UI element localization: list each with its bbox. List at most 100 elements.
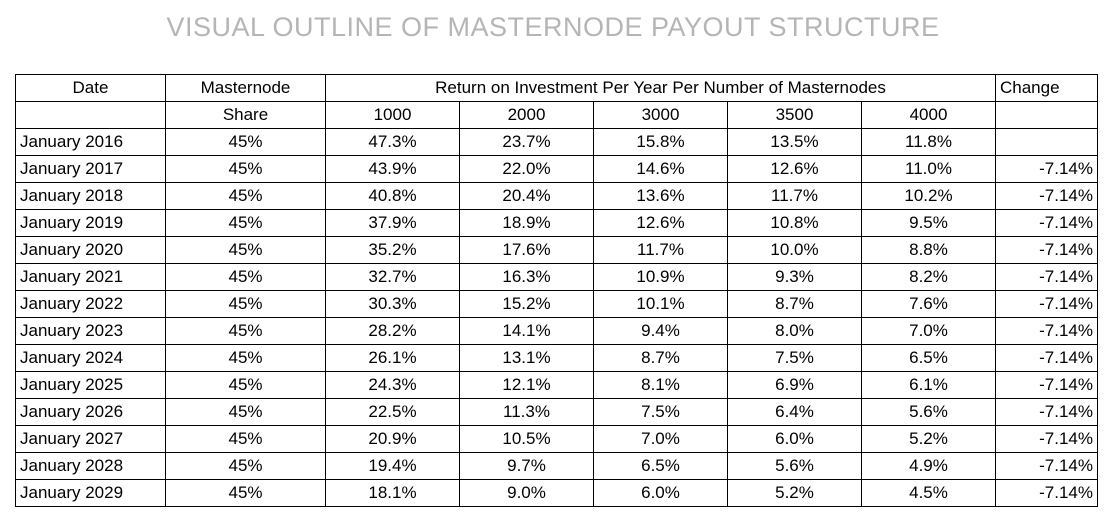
share-cell: 45% — [165, 263, 326, 291]
roi-cell: 6.5% — [593, 452, 728, 480]
roi-cell: 18.1% — [325, 479, 460, 507]
roi-cell: 26.1% — [325, 344, 460, 372]
share-cell: 45% — [165, 182, 326, 210]
share-cell: 45% — [165, 425, 326, 453]
header-roi: Return on Investment Per Year Per Number… — [325, 74, 996, 102]
date-cell: January 2026 — [15, 398, 166, 426]
change-cell: -7.14% — [995, 290, 1098, 318]
date-cell: January 2018 — [15, 182, 166, 210]
roi-cell: 40.8% — [325, 182, 460, 210]
share-cell: 45% — [165, 479, 326, 507]
roi-cell: 13.5% — [727, 128, 862, 156]
date-cell: January 2029 — [15, 479, 166, 507]
roi-cell: 14.6% — [593, 155, 728, 183]
roi-cell: 8.1% — [593, 371, 728, 399]
roi-cell: 6.1% — [861, 371, 996, 399]
header-row-1: Date Masternode Return on Investment Per… — [15, 74, 1098, 102]
roi-cell: 9.3% — [727, 263, 862, 291]
roi-cell: 19.4% — [325, 452, 460, 480]
roi-cell: 5.2% — [861, 425, 996, 453]
date-cell: January 2028 — [15, 452, 166, 480]
share-cell: 45% — [165, 155, 326, 183]
header-count-3000: 3000 — [593, 101, 728, 129]
roi-cell: 11.7% — [727, 182, 862, 210]
share-cell: 45% — [165, 344, 326, 372]
header-change: Change — [995, 74, 1098, 102]
table-row: January 2017 45% 43.9% 22.0% 14.6% 12.6% 11.0%… — [15, 155, 1098, 183]
table-row: January 2019 45% 37.9% 18.9% 12.6% 10.8% 9.5% -… — [15, 209, 1098, 237]
roi-cell: 32.7% — [325, 263, 460, 291]
roi-cell: 43.9% — [325, 155, 460, 183]
roi-cell: 35.2% — [325, 236, 460, 264]
change-cell: -7.14% — [995, 263, 1098, 291]
roi-cell: 10.0% — [727, 236, 862, 264]
roi-cell: 8.2% — [861, 263, 996, 291]
roi-cell: 17.6% — [459, 236, 594, 264]
date-cell: January 2023 — [15, 317, 166, 345]
roi-cell: 6.4% — [727, 398, 862, 426]
roi-cell: 12.6% — [593, 209, 728, 237]
roi-cell: 9.4% — [593, 317, 728, 345]
roi-cell: 7.0% — [861, 317, 996, 345]
share-cell: 45% — [165, 209, 326, 237]
table-row: January 2020 45% 35.2% 17.6% 11.7% 10.0% 8.8% -… — [15, 236, 1098, 264]
share-cell: 45% — [165, 371, 326, 399]
roi-cell: 10.9% — [593, 263, 728, 291]
share-cell: 45% — [165, 452, 326, 480]
date-cell: January 2021 — [15, 263, 166, 291]
roi-cell: 14.1% — [459, 317, 594, 345]
header-masternode: Masternode — [165, 74, 326, 102]
table-row: January 2026 45% 22.5% 11.3% 7.5% 6.4% 5.6% -7.… — [15, 398, 1098, 426]
roi-cell: 23.7% — [459, 128, 594, 156]
table-row: January 2022 45% 30.3% 15.2% 10.1% 8.7% 7.6% -7… — [15, 290, 1098, 318]
date-cell: January 2027 — [15, 425, 166, 453]
date-cell: January 2017 — [15, 155, 166, 183]
header-count-2000: 2000 — [459, 101, 594, 129]
roi-cell: 11.3% — [459, 398, 594, 426]
roi-cell: 10.5% — [459, 425, 594, 453]
roi-cell: 8.7% — [593, 344, 728, 372]
roi-cell: 5.6% — [861, 398, 996, 426]
roi-cell: 7.0% — [593, 425, 728, 453]
roi-cell: 47.3% — [325, 128, 460, 156]
roi-cell: 24.3% — [325, 371, 460, 399]
roi-cell: 13.6% — [593, 182, 728, 210]
roi-cell: 7.6% — [861, 290, 996, 318]
share-cell: 45% — [165, 317, 326, 345]
share-cell: 45% — [165, 236, 326, 264]
date-cell: January 2016 — [15, 128, 166, 156]
roi-cell: 10.8% — [727, 209, 862, 237]
change-cell: -7.14% — [995, 452, 1098, 480]
table-row: January 2021 45% 32.7% 16.3% 10.9% 9.3% 8.2% -7… — [15, 263, 1098, 291]
roi-cell: 10.1% — [593, 290, 728, 318]
roi-cell: 7.5% — [593, 398, 728, 426]
roi-cell: 30.3% — [325, 290, 460, 318]
change-cell: -7.14% — [995, 209, 1098, 237]
table-row: January 2018 45% 40.8% 20.4% 13.6% 11.7% 10.2%… — [15, 182, 1098, 210]
table-row: January 2023 45% 28.2% 14.1% 9.4% 8.0% 7.0% -7.… — [15, 317, 1098, 345]
roi-cell: 11.8% — [861, 128, 996, 156]
roi-cell: 10.2% — [861, 182, 996, 210]
roi-cell: 12.1% — [459, 371, 594, 399]
header-count-3500: 3500 — [727, 101, 862, 129]
header-count-1000: 1000 — [325, 101, 460, 129]
roi-cell: 22.0% — [459, 155, 594, 183]
table-row: January 2016 45% 47.3% 23.7% 15.8% 13.5% 11.8% — [15, 128, 1098, 156]
table-row: January 2024 45% 26.1% 13.1% 8.7% 7.5% 6.5% -7.… — [15, 344, 1098, 372]
roi-cell: 20.4% — [459, 182, 594, 210]
roi-cell: 22.5% — [325, 398, 460, 426]
share-cell: 45% — [165, 290, 326, 318]
roi-cell: 11.0% — [861, 155, 996, 183]
header-empty-cell — [995, 101, 1098, 129]
date-cell: January 2019 — [15, 209, 166, 237]
change-cell: -7.14% — [995, 182, 1098, 210]
roi-cell: 28.2% — [325, 317, 460, 345]
payout-table: Date Masternode Return on Investment Per… — [15, 74, 1098, 507]
roi-cell: 37.9% — [325, 209, 460, 237]
share-cell: 45% — [165, 128, 326, 156]
roi-cell: 15.2% — [459, 290, 594, 318]
table-row: January 2027 45% 20.9% 10.5% 7.0% 6.0% 5.2% -7.… — [15, 425, 1098, 453]
roi-cell: 7.5% — [727, 344, 862, 372]
header-date: Date — [15, 74, 166, 102]
roi-cell: 18.9% — [459, 209, 594, 237]
